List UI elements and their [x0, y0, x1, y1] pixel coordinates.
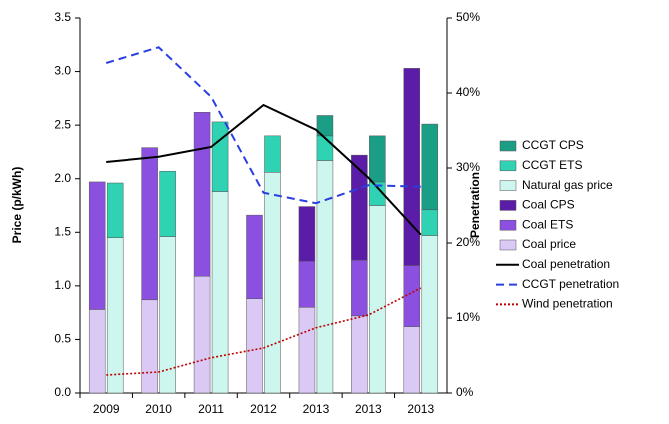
legend-label: Coal price	[522, 237, 576, 251]
legend-label: Coal CPS	[522, 198, 575, 212]
legend-swatch	[499, 160, 517, 172]
bar-segment	[141, 147, 158, 301]
bar-segment	[211, 191, 229, 394]
y-tick-label: 2.5	[54, 117, 71, 131]
bar-segment	[141, 299, 158, 394]
bar-segment	[106, 237, 124, 394]
legend-swatch	[499, 239, 517, 251]
x-tick-label: 2010	[145, 402, 172, 416]
y-tick-label: 3.5	[54, 10, 71, 24]
y2-tick-label: 0%	[456, 385, 474, 399]
legend-swatch	[499, 140, 517, 152]
legend-label: Wind penetration	[522, 297, 613, 311]
legend-label: Coal ETS	[522, 217, 573, 231]
bar-segment	[298, 307, 316, 394]
bar-segment	[316, 160, 334, 394]
legend-label: CCGT ETS	[522, 158, 582, 172]
y2-tick-label: 10%	[456, 310, 480, 324]
legend-swatch	[499, 180, 517, 191]
bar-segment	[211, 121, 229, 192]
bar-segment	[421, 235, 439, 394]
bar-segment	[351, 315, 368, 394]
legend-label: CCGT CPS	[522, 138, 584, 152]
y-tick-label: 2.0	[54, 171, 71, 185]
legend-swatch	[499, 200, 517, 211]
y-tick-label: 0.5	[54, 332, 71, 346]
bar-segment	[316, 115, 334, 137]
x-tick-label: 2011	[198, 402, 224, 416]
bar-segment	[246, 214, 263, 299]
x-tick-label: 2013	[355, 402, 382, 416]
y-tick-label: 1.0	[54, 278, 71, 292]
bar-segment	[316, 135, 334, 161]
y2-axis-title: Penetration	[468, 172, 482, 238]
legend-label: CCGT penetration	[522, 277, 619, 291]
bar-segment	[264, 172, 281, 394]
bar-segment	[351, 259, 368, 317]
bar-segment	[369, 135, 386, 183]
y-tick-label: 0.0	[54, 385, 71, 399]
bar-segment	[88, 181, 106, 310]
line	[106, 287, 422, 376]
legend-label: Natural gas price	[522, 178, 613, 192]
x-tick-label: 2013	[303, 402, 330, 416]
bar-segment	[298, 206, 316, 262]
bar-segment	[264, 135, 281, 173]
x-tick-label: 2013	[407, 402, 434, 416]
y2-tick-label: 50%	[456, 10, 480, 24]
bar-segment	[159, 170, 176, 237]
y-tick-label: 3.0	[54, 64, 71, 78]
bar-segment	[193, 275, 211, 394]
bar-segment	[403, 326, 421, 394]
bar-segment	[193, 112, 211, 277]
x-tick-label: 2012	[250, 402, 277, 416]
bar-segment	[246, 298, 263, 394]
bar-segment	[421, 123, 439, 211]
y-axis-title: Price (p/kWh)	[10, 167, 24, 244]
legend-swatch	[499, 219, 517, 231]
y2-tick-label: 40%	[456, 85, 480, 99]
bar-segment	[106, 182, 124, 238]
bar-segment	[298, 260, 316, 308]
y2-tick-label: 30%	[456, 160, 480, 174]
bar-segment	[369, 205, 386, 394]
legend-label: Coal penetration	[522, 257, 610, 271]
y2-tick-label: 20%	[456, 235, 480, 249]
bar-segment	[421, 209, 439, 236]
line	[105, 46, 421, 205]
x-tick-label: 2009	[93, 402, 120, 416]
bar-segment	[403, 68, 421, 266]
y-tick-label: 1.5	[54, 224, 71, 238]
line	[106, 103, 422, 236]
bar-segment	[88, 309, 106, 394]
bar-segment	[351, 154, 368, 261]
